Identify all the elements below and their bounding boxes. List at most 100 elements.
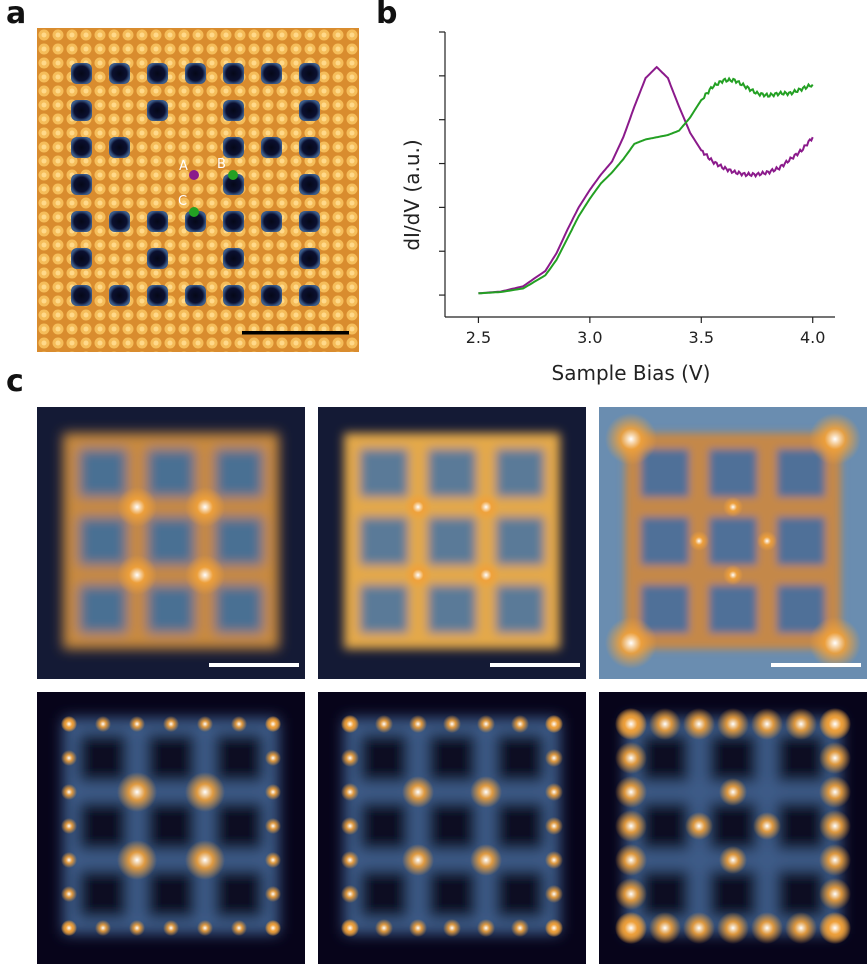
- vacancy-site: [223, 248, 244, 269]
- lattice-node: [753, 812, 781, 840]
- lattice-node: [477, 715, 495, 733]
- lattice-node: [61, 784, 77, 800]
- lattice-node: [341, 749, 359, 767]
- vacancy-site: [147, 211, 168, 232]
- spectra-chart-svg: 2.5 3.0 3.5 4.0 Sample Bias (V) dI/dV (a.u.…: [400, 31, 835, 385]
- lattice-node: [231, 716, 247, 732]
- scale-bar: [490, 663, 580, 667]
- lattice-node: [615, 810, 647, 842]
- x-tick-label: 3.0: [577, 328, 602, 347]
- lattice-node: [409, 919, 427, 937]
- lattice-node: [117, 840, 157, 880]
- lattice-node: [470, 844, 502, 876]
- lattice-node: [615, 844, 647, 876]
- lattice-node: [683, 912, 715, 944]
- lattice-node: [61, 750, 77, 766]
- x-tick-label: 2.5: [466, 328, 491, 347]
- lattice-node: [723, 565, 743, 585]
- stm-map-2: [318, 407, 586, 679]
- vacancy-site: [109, 211, 130, 232]
- vacancy-site: [185, 285, 206, 306]
- lattice-node: [61, 852, 77, 868]
- panel-label-b: b: [376, 0, 398, 31]
- lattice-node: [723, 497, 743, 517]
- vacancy-site: [109, 137, 130, 158]
- point-label-c: C: [178, 194, 187, 209]
- lattice-node: [341, 783, 359, 801]
- lattice-node: [61, 920, 77, 936]
- lattice-node: [443, 919, 461, 937]
- lattice-node: [615, 912, 647, 944]
- lattice-node: [265, 784, 281, 800]
- marker-b: [228, 170, 238, 180]
- lattice-node: [341, 851, 359, 869]
- scale-bar: [771, 663, 861, 667]
- lattice-node: [341, 885, 359, 903]
- lattice-node: [689, 531, 709, 551]
- vacancy-site: [71, 100, 92, 121]
- lattice-node: [545, 851, 563, 869]
- vacancy-site: [299, 63, 320, 84]
- lattice-node: [375, 919, 393, 937]
- lattice-node: [683, 708, 715, 740]
- vacancy-site: [223, 137, 244, 158]
- stm-image-a-svg: A B C: [37, 28, 359, 352]
- lattice-node: [615, 742, 647, 774]
- scale-bar-a: [242, 331, 349, 335]
- lattice-node: [265, 716, 281, 732]
- lattice-node: [117, 772, 157, 812]
- lattice-node: [719, 778, 747, 806]
- lattice-node: [615, 878, 647, 910]
- vacancy-site: [71, 248, 92, 269]
- vacancy-site: [223, 63, 244, 84]
- simulated-map-1: [37, 692, 305, 964]
- lattice-node: [409, 715, 427, 733]
- stm-map-3: [599, 407, 867, 679]
- lattice-node: [717, 912, 749, 944]
- lattice-node: [470, 776, 502, 808]
- lattice-node: [197, 920, 213, 936]
- lattice-node: [649, 708, 681, 740]
- scale-bar: [209, 663, 299, 667]
- vacancy-site: [71, 63, 92, 84]
- lattice-node: [402, 776, 434, 808]
- stm-map-1: [37, 407, 305, 679]
- stm-image-a: A B C: [37, 28, 359, 352]
- lattice-node: [719, 846, 747, 874]
- lattice-node: [185, 555, 225, 595]
- lattice-node: [61, 886, 77, 902]
- lattice-node: [129, 920, 145, 936]
- vacancy-site: [71, 137, 92, 158]
- vacancy-site: [185, 63, 206, 84]
- vacancy-site: [71, 285, 92, 306]
- panel-label-a: a: [6, 0, 27, 31]
- lattice-node: [61, 716, 77, 732]
- lattice-node: [472, 493, 500, 521]
- vacancy-site: [71, 174, 92, 195]
- lattice-node: [545, 919, 563, 937]
- point-label-a: A: [179, 159, 188, 174]
- vacancy-site: [299, 211, 320, 232]
- vacancy-site: [147, 248, 168, 269]
- vacancy-site: [299, 285, 320, 306]
- vacancy-site: [299, 248, 320, 269]
- vacancy-site: [223, 100, 244, 121]
- spectra-chart: 2.5 3.0 3.5 4.0 Sample Bias (V) dI/dV (a.u.…: [395, 20, 850, 390]
- vacancy-site: [185, 211, 206, 232]
- lattice-node: [751, 912, 783, 944]
- lattice-node: [402, 844, 434, 876]
- vacancy-site: [299, 174, 320, 195]
- lattice-node: [117, 487, 157, 527]
- lattice-node: [375, 715, 393, 733]
- lattice-node: [341, 715, 359, 733]
- lattice-node: [341, 817, 359, 835]
- vacancy-site: [299, 137, 320, 158]
- x-tick-label: 4.0: [800, 328, 825, 347]
- lattice-node: [95, 920, 111, 936]
- lattice-node: [477, 919, 495, 937]
- panel-label-c: c: [6, 364, 24, 399]
- lattice-node: [785, 912, 817, 944]
- lattice-node: [404, 493, 432, 521]
- lattice-node: [819, 776, 851, 808]
- lattice-node: [819, 708, 851, 740]
